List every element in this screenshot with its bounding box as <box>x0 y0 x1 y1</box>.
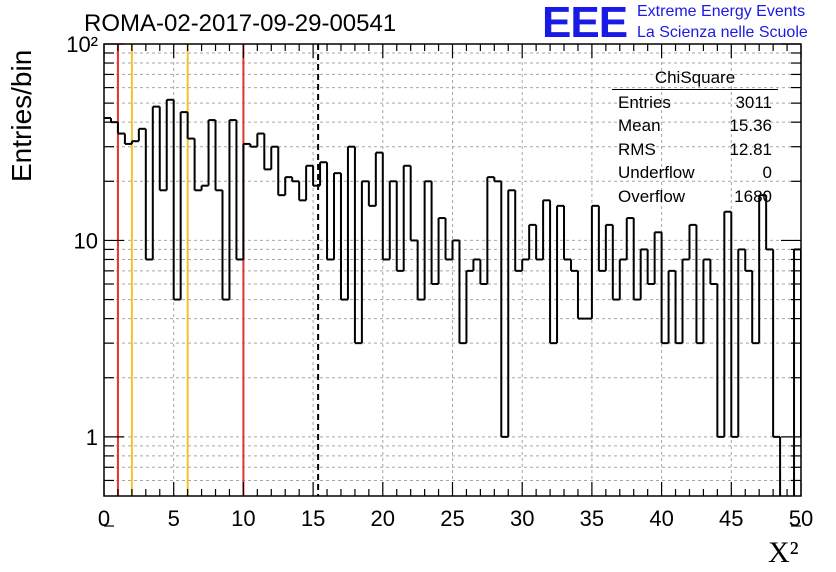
x-tick-label: 40 <box>649 506 673 531</box>
stats-row-rms: RMS 12.81 <box>612 138 778 161</box>
stats-value: 15.36 <box>729 116 772 136</box>
stats-value: 0 <box>762 163 772 183</box>
run-title: ROMA-02-2017-09-29-00541 <box>84 10 397 37</box>
stats-label: Mean <box>618 116 661 136</box>
stats-row-underflow: Underflow 0 <box>612 161 778 184</box>
stats-label: Entries <box>618 93 671 112</box>
x-axis-label: X² <box>768 536 799 569</box>
stats-label: RMS <box>618 139 656 159</box>
x-tick-label: 35 <box>580 506 604 531</box>
stats-label: Underflow <box>618 163 695 183</box>
eee-logo: EEE <box>542 0 628 47</box>
stats-value: 12.81 <box>729 139 772 159</box>
stats-row-entries: Entries 3011 <box>612 91 778 114</box>
stats-row-overflow: Overflow 1680 <box>612 185 778 208</box>
x-tick-label: 10 <box>231 506 255 531</box>
y-tick-label: 10² <box>66 32 98 57</box>
y-tick-label: 1 <box>86 425 98 450</box>
logo-subtitle-line1: Extreme Energy Events <box>637 3 806 20</box>
x-tick-label: 20 <box>371 506 395 531</box>
x-tick-label: 50 <box>789 506 813 531</box>
stats-label: Overflow <box>618 186 686 206</box>
x-tick-label: 5 <box>168 506 180 531</box>
y-tick-label: 10 <box>74 228 98 253</box>
stats-box: ChiSquare Entries 3011 Mean 15.36 RMS 12.81… <box>612 68 778 208</box>
logo-subtitle-line2: La Scienza nelle Scuole <box>637 24 808 41</box>
x-tick-label: 45 <box>719 506 743 531</box>
stats-title: ChiSquare <box>612 68 778 90</box>
stats-value: 1680 <box>734 186 772 206</box>
stats-value: 3011 <box>735 93 772 112</box>
stats-row-mean: Mean 15.36 <box>612 114 778 137</box>
y-axis-label: Entries/bin <box>6 49 37 182</box>
x-tick-label: 0 <box>98 506 110 531</box>
x-tick-label: 30 <box>510 506 534 531</box>
x-tick-label: 15 <box>301 506 325 531</box>
x-tick-label: 25 <box>440 506 464 531</box>
